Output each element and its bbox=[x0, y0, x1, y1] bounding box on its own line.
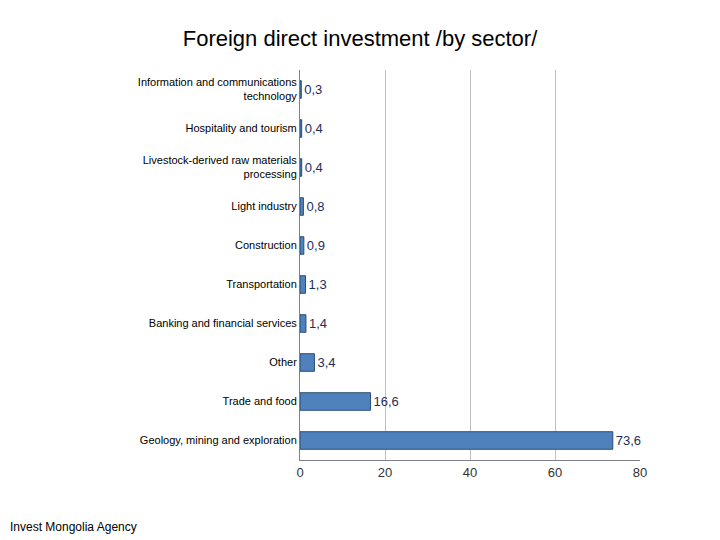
svg-text:0: 0 bbox=[296, 465, 303, 480]
svg-text:Light industry: Light industry bbox=[231, 200, 297, 212]
svg-text:20: 20 bbox=[378, 465, 392, 480]
svg-text:3,4: 3,4 bbox=[317, 355, 335, 370]
svg-text:Livestock-derived raw material: Livestock-derived raw materialsprocessin… bbox=[143, 154, 298, 180]
svg-text:1,3: 1,3 bbox=[309, 277, 327, 292]
svg-text:Geology, mining and exploratio: Geology, mining and exploration bbox=[140, 434, 297, 446]
svg-text:0,8: 0,8 bbox=[306, 199, 324, 214]
svg-text:0,4: 0,4 bbox=[305, 160, 323, 175]
svg-text:Information and communications: Information and communicationstechnology bbox=[138, 76, 297, 102]
svg-text:Construction: Construction bbox=[235, 239, 297, 251]
svg-text:Foreign direct investment /by: Foreign direct investment /by sector/ bbox=[183, 26, 538, 51]
svg-text:Other: Other bbox=[269, 356, 297, 368]
svg-text:Transportation: Transportation bbox=[226, 278, 297, 290]
svg-text:16,6: 16,6 bbox=[374, 394, 399, 409]
svg-text:Invest Mongolia Agency: Invest Mongolia Agency bbox=[10, 520, 137, 534]
svg-text:Trade and food: Trade and food bbox=[223, 395, 297, 407]
svg-text:Banking and financial services: Banking and financial services bbox=[149, 317, 297, 329]
svg-text:40: 40 bbox=[463, 465, 477, 480]
svg-text:0,3: 0,3 bbox=[304, 82, 322, 97]
svg-text:0,4: 0,4 bbox=[305, 121, 323, 136]
svg-text:73,6: 73,6 bbox=[616, 433, 641, 448]
svg-text:60: 60 bbox=[548, 465, 562, 480]
svg-text:Hospitality and tourism: Hospitality and tourism bbox=[186, 122, 297, 134]
svg-text:0,9: 0,9 bbox=[307, 238, 325, 253]
svg-text:80: 80 bbox=[633, 465, 647, 480]
svg-text:1,4: 1,4 bbox=[309, 316, 327, 331]
